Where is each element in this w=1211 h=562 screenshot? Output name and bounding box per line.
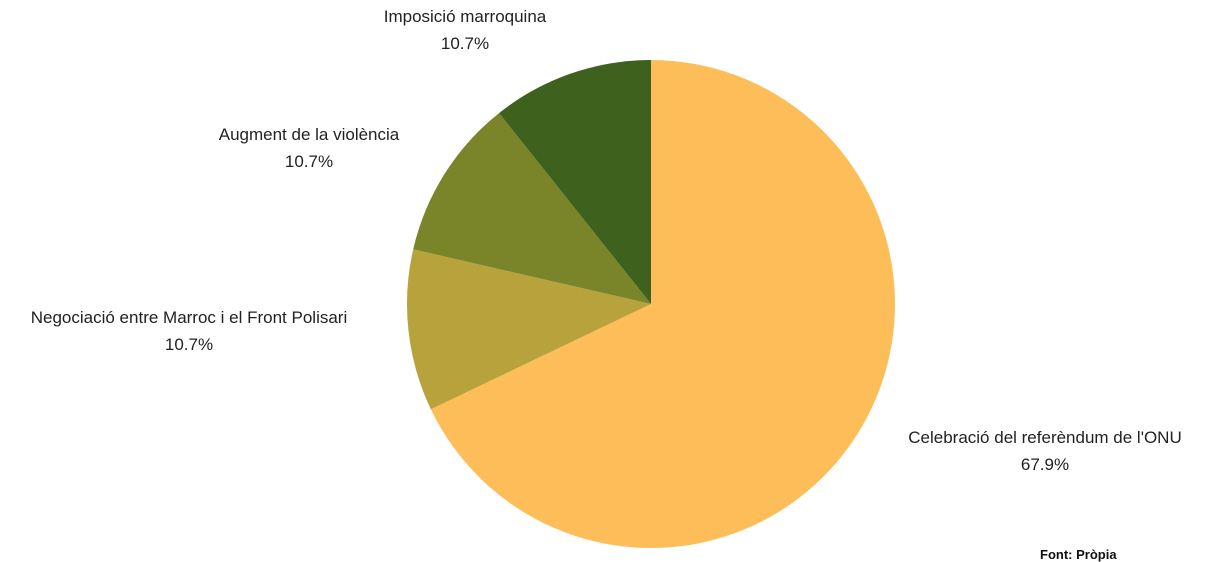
slice-label-imposicio: Imposició marroquina bbox=[384, 7, 547, 26]
slice-labels: Celebració del referèndum de l'ONU 67.9% N… bbox=[31, 7, 1182, 474]
slice-value-negociacio: 10.7% bbox=[165, 335, 213, 354]
slice-label-violencia: Augment de la violència bbox=[219, 125, 400, 144]
source-note: Font: Pròpia bbox=[1040, 547, 1117, 562]
pie-slice-imposicio bbox=[499, 60, 651, 304]
pie-slices bbox=[407, 60, 895, 548]
pie-slice-violencia bbox=[413, 113, 651, 304]
slice-label-negociacio: Negociació entre Marroc i el Front Polis… bbox=[31, 308, 348, 327]
slice-value-violencia: 10.7% bbox=[285, 152, 333, 171]
slice-value-referendum: 67.9% bbox=[1021, 455, 1069, 474]
slice-label-referendum: Celebració del referèndum de l'ONU bbox=[908, 428, 1182, 447]
pie-slice-negociacio bbox=[407, 249, 651, 410]
pie-slice-referendum bbox=[430, 60, 895, 548]
slice-value-imposicio: 10.7% bbox=[441, 34, 489, 53]
